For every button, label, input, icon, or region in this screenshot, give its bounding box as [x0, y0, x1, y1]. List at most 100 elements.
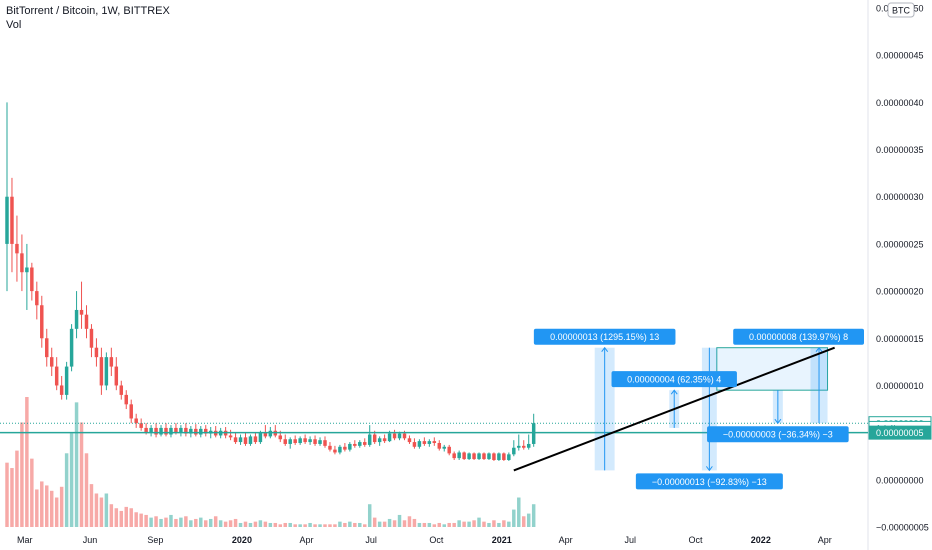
- volume-bar: [10, 468, 14, 527]
- measure-arrowhead: [601, 346, 609, 353]
- measure-label: 0.00000008 (139.97%) 8: [749, 332, 848, 342]
- candle-body: [402, 433, 407, 439]
- volume-bar: [204, 520, 208, 527]
- candle-body: [387, 433, 392, 442]
- volume-bar: [353, 522, 357, 527]
- candle-body: [248, 436, 253, 444]
- candle-body: [184, 427, 188, 434]
- candle-body: [353, 443, 357, 446]
- candle-body: [233, 437, 238, 443]
- candle-body: [482, 453, 486, 460]
- volume-bar: [367, 504, 372, 527]
- volume-bar: [169, 514, 173, 527]
- volume-bar: [492, 520, 496, 527]
- volume-bar: [233, 518, 238, 527]
- candle-body: [298, 438, 302, 444]
- volume-bar: [497, 522, 501, 527]
- volume-bar: [417, 522, 422, 527]
- volume-bar: [442, 524, 446, 527]
- price-axis: −0.00000005 0.00000000 0.00000005 0.0000001…: [868, 4, 932, 533]
- price-tick-label: −0.00000005: [876, 523, 929, 533]
- candle-body: [457, 452, 461, 459]
- candle-body: [522, 445, 526, 448]
- candle-body: [313, 439, 317, 444]
- candle-body: [343, 446, 347, 450]
- volume-bar: [139, 513, 143, 527]
- time-tick-label: Mar: [17, 535, 33, 545]
- candle-body: [104, 357, 109, 386]
- price-tick-label: 0.00000035: [876, 145, 924, 155]
- volume-bar: [462, 521, 466, 527]
- volume-bar: [402, 520, 407, 527]
- volume-bar: [119, 510, 124, 527]
- drawings[interactable]: 0.00000013 (1295.15%) 13 0.00000004 (62.3…: [513, 328, 864, 490]
- measure-arrowhead: [774, 418, 782, 425]
- volume-bar: [343, 522, 347, 527]
- volume-bar: [79, 422, 84, 527]
- measure-label-box: [707, 426, 849, 443]
- volume-bar: [288, 522, 292, 527]
- time-axis: Mar Jun Sep 2020 Apr Jul Oct 2021 Apr Jul Oct 2022 A…: [17, 535, 832, 545]
- candle-body: [288, 439, 292, 444]
- price-axis-label: 0.00000005: [876, 428, 924, 438]
- volume-bar: [372, 517, 377, 527]
- volume-bar: [184, 516, 188, 527]
- candle-body: [89, 328, 94, 348]
- volume-bar: [263, 521, 268, 527]
- volume-bar: [392, 520, 397, 527]
- volume-bar: [273, 522, 278, 527]
- price-tick-label: 0.00000040: [876, 98, 924, 108]
- time-tick-label: Apr: [300, 535, 314, 545]
- trend-line: [513, 346, 836, 472]
- volume-bar: [194, 518, 198, 527]
- volume-indicator-label[interactable]: Vol: [6, 19, 22, 31]
- volume-bar: [517, 497, 521, 527]
- candle-body: [59, 385, 64, 395]
- volume-bar: [278, 524, 283, 527]
- candle-body: [507, 454, 511, 461]
- candle-body: [174, 427, 178, 433]
- volume-bar: [35, 489, 39, 527]
- volume-bar: [323, 524, 327, 527]
- volume-bar: [25, 397, 29, 527]
- volume-bar: [94, 493, 99, 527]
- candle-body: [328, 445, 332, 450]
- candle-body: [25, 267, 29, 273]
- candle-body: [442, 446, 446, 449]
- candle-body: [333, 449, 337, 453]
- candle-body: [164, 427, 168, 435]
- volume-bar: [54, 497, 59, 527]
- time-tick-label: 2021: [492, 535, 512, 545]
- candle-body: [54, 366, 59, 386]
- candle-body: [134, 418, 138, 424]
- volume-bar: [5, 462, 9, 527]
- volume-bar: [313, 524, 317, 527]
- volume-bar: [477, 517, 481, 527]
- candle-body: [10, 196, 14, 244]
- volume-bar: [218, 520, 223, 527]
- candle-body: [5, 196, 9, 244]
- volume-bar: [422, 522, 427, 527]
- volume-bar: [99, 497, 104, 527]
- volume-bar: [308, 522, 312, 527]
- symbol-title[interactable]: BitTorrent / Bitcoin, 1W, BITTREX: [6, 5, 170, 17]
- currency-badge[interactable]: BTC: [887, 2, 915, 18]
- measure-label: −0.00000003 (−36.34%) −3: [723, 430, 833, 440]
- candle-body: [169, 427, 173, 435]
- volume-bar: [49, 490, 54, 527]
- time-tick-label: Jul: [365, 535, 377, 545]
- candle-body: [293, 439, 297, 444]
- measure-arrowhead: [670, 389, 678, 395]
- volume-bar: [15, 450, 19, 527]
- candle-body: [412, 442, 417, 447]
- measure-arrowhead: [705, 466, 713, 472]
- time-tick-label: Apr: [559, 535, 573, 545]
- volume-bar: [159, 518, 163, 527]
- volume-bar: [124, 506, 128, 527]
- volume-bar: [363, 524, 367, 527]
- candle-body: [263, 432, 268, 437]
- time-tick-label: Apr: [818, 535, 832, 545]
- volume-bar: [164, 517, 168, 527]
